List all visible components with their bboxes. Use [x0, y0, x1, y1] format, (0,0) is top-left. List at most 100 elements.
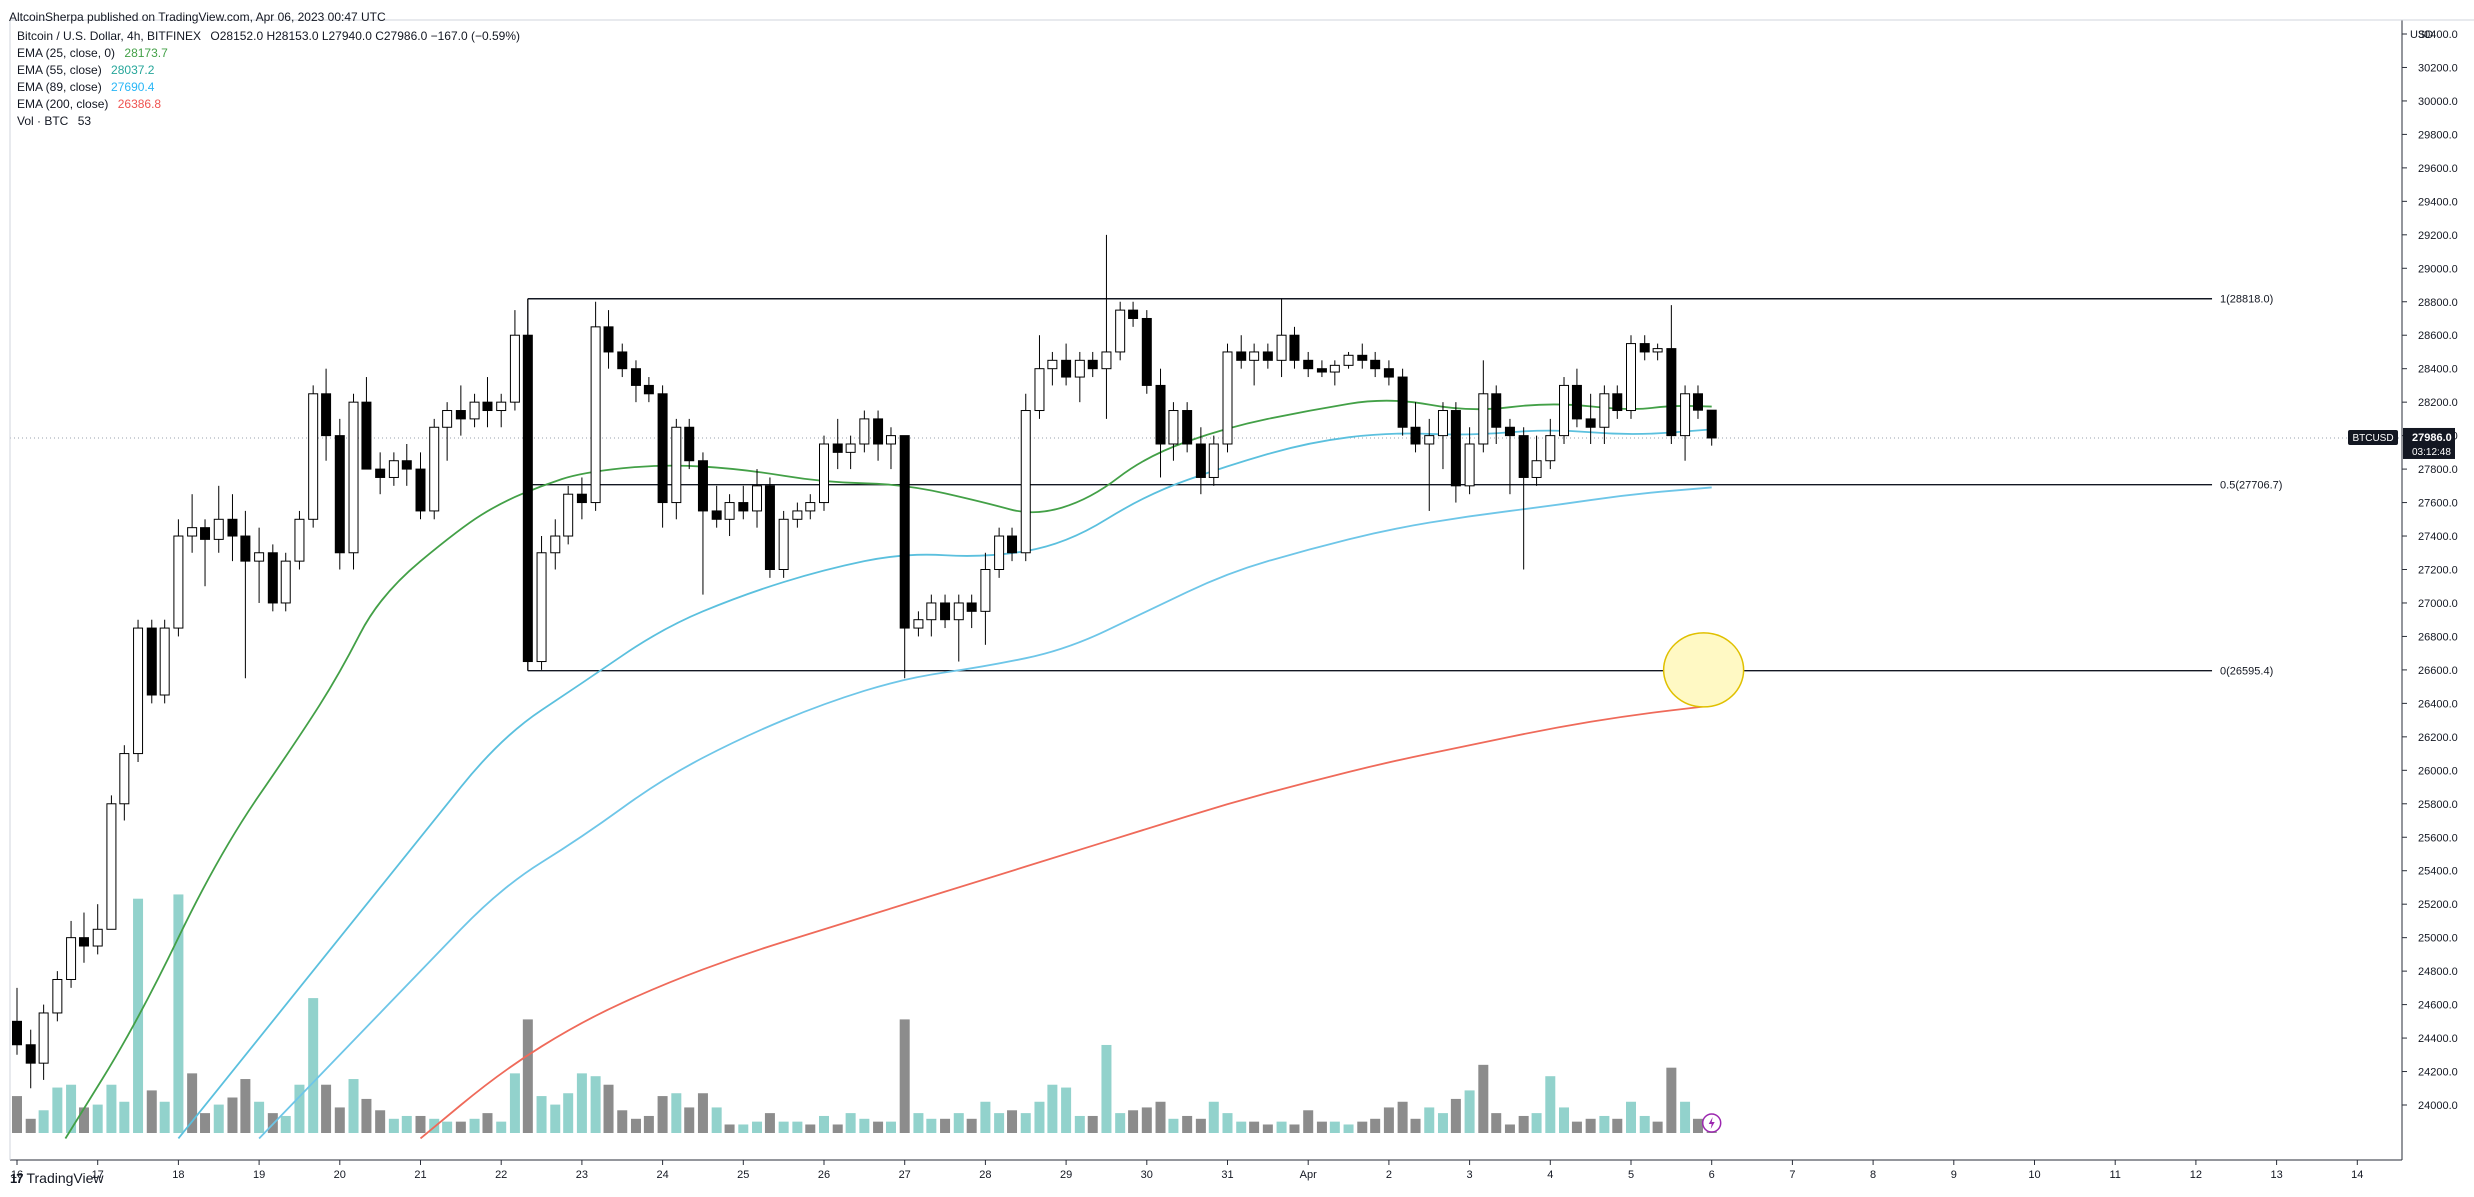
- volume-bar: [1545, 1076, 1556, 1133]
- candle-body: [1289, 334, 1300, 361]
- candle-body: [994, 535, 1005, 570]
- y-tick-label: 27600.0: [2418, 498, 2458, 510]
- candle-body: [308, 393, 319, 520]
- volume-bar: [187, 1073, 198, 1133]
- ema89-value: 27690.4: [111, 80, 155, 94]
- candle-body: [1639, 343, 1650, 353]
- candle-body: [1437, 410, 1448, 437]
- x-tick-label: 27: [899, 1169, 911, 1181]
- candle-body: [1680, 393, 1691, 437]
- candle-body: [496, 401, 507, 412]
- y-tick-label: 26800.0: [2418, 631, 2458, 643]
- volume-bar: [1437, 1113, 1448, 1133]
- x-tick-label: 24: [656, 1169, 668, 1181]
- candle-body: [1316, 368, 1327, 373]
- price-tag[interactable]: BTCUSD 27986.0 03:12:48: [2348, 427, 2455, 459]
- volume-bar: [1666, 1067, 1677, 1133]
- candle-body: [684, 426, 695, 462]
- x-tick-label: 5: [1628, 1169, 1634, 1181]
- volume-bar: [1208, 1101, 1219, 1133]
- candle-body: [859, 418, 870, 445]
- volume-bar: [1571, 1121, 1582, 1133]
- ema89-label: EMA (89, close): [17, 80, 102, 94]
- candle-body: [1504, 426, 1515, 437]
- candle-body: [173, 535, 184, 629]
- volume-bar: [752, 1121, 763, 1133]
- ema-line[interactable]: [177, 428, 1712, 1140]
- time-axis[interactable]: 16 17 18 19 20 21 22 23 24 25 26 27 28 29 30 31 Apr 2 3 4 5 6…: [11, 1160, 2364, 1181]
- candle-body: [133, 627, 144, 755]
- x-tick-label: 26: [818, 1169, 830, 1181]
- volume-bar: [576, 1073, 587, 1133]
- volume-bar: [1249, 1121, 1260, 1133]
- ema-line[interactable]: [419, 704, 1712, 1140]
- volume-bar: [550, 1104, 561, 1133]
- volume-bar: [630, 1118, 641, 1133]
- annotation-ellipse[interactable]: [1662, 632, 1745, 708]
- volume-bar: [1652, 1121, 1663, 1133]
- ema-line[interactable]: [258, 486, 1712, 1140]
- candle-body: [146, 627, 157, 696]
- volume-bar: [953, 1113, 964, 1133]
- candle-body: [1343, 354, 1354, 366]
- ema-line[interactable]: [64, 399, 1712, 1139]
- volume-bar: [1329, 1121, 1340, 1133]
- candle-body: [1276, 334, 1287, 361]
- y-tick-label: 24000.0: [2418, 1100, 2458, 1112]
- candle-body: [671, 426, 682, 504]
- legend-ema200[interactable]: EMA (200, close) 26386.8: [17, 96, 520, 113]
- legend-ema25[interactable]: EMA (25, close, 0) 28173.7: [17, 45, 520, 62]
- legend-ema55[interactable]: EMA (55, close) 28037.2: [17, 62, 520, 79]
- volume-bar: [1518, 1115, 1529, 1133]
- candle-body: [401, 460, 412, 470]
- legend-ema89[interactable]: EMA (89, close) 27690.4: [17, 79, 520, 96]
- volume-bar: [1316, 1121, 1327, 1133]
- candle-body: [845, 443, 856, 453]
- symbol-tag-bg: [2348, 429, 2398, 445]
- candle-body: [348, 401, 359, 554]
- x-tick-label: 11: [2109, 1169, 2120, 1181]
- tradingview-branding[interactable]: 17 TradingView: [10, 1170, 104, 1186]
- volume-bar: [1034, 1101, 1045, 1133]
- candle-body: [1357, 354, 1368, 361]
- y-tick-label: 27400.0: [2418, 531, 2458, 543]
- candle-body: [442, 410, 453, 428]
- x-tick-label: 7: [1789, 1169, 1795, 1181]
- volume-bar: [308, 998, 319, 1133]
- candle-body: [38, 1012, 49, 1064]
- candle-body: [159, 627, 170, 696]
- volume-bar: [1141, 1107, 1152, 1133]
- candle-body: [819, 443, 829, 504]
- volume-bar: [899, 1019, 910, 1133]
- volume-bar: [348, 1079, 359, 1133]
- volume-bar: [119, 1101, 130, 1133]
- volume-bar: [940, 1118, 951, 1133]
- volume-bar: [401, 1115, 412, 1133]
- symbol-title: Bitcoin / U.S. Dollar, 4h, BITFINEX: [17, 29, 202, 43]
- legend-volume[interactable]: Vol · BTC 53: [17, 113, 520, 130]
- volume-bar: [684, 1107, 695, 1133]
- candle-body: [1518, 435, 1529, 478]
- volume-bar: [1639, 1115, 1650, 1133]
- volume-bar: [469, 1118, 480, 1133]
- fib-level-label: 0(26595.4): [2220, 666, 2273, 678]
- candle-body: [187, 527, 198, 537]
- volume-bar: [1478, 1064, 1489, 1133]
- volume-bar: [845, 1113, 856, 1133]
- volume-bar: [1680, 1101, 1691, 1133]
- candle-body: [1047, 359, 1058, 370]
- symbol-row[interactable]: Bitcoin / U.S. Dollar, 4h, BITFINEX O281…: [17, 28, 520, 45]
- candle-body: [469, 401, 480, 420]
- candle-body: [1545, 435, 1556, 462]
- volume-bar: [92, 1104, 103, 1133]
- y-tick-label: 29400.0: [2418, 196, 2458, 208]
- symbol-tag: BTCUSD: [2352, 433, 2393, 444]
- x-tick-label: 28: [979, 1169, 991, 1181]
- candle-body: [940, 602, 951, 621]
- volume-bar: [966, 1118, 977, 1133]
- volume-bar: [52, 1087, 63, 1133]
- price-axis-bg: [2402, 0, 2474, 1160]
- x-tick-label: 31: [1221, 1169, 1233, 1181]
